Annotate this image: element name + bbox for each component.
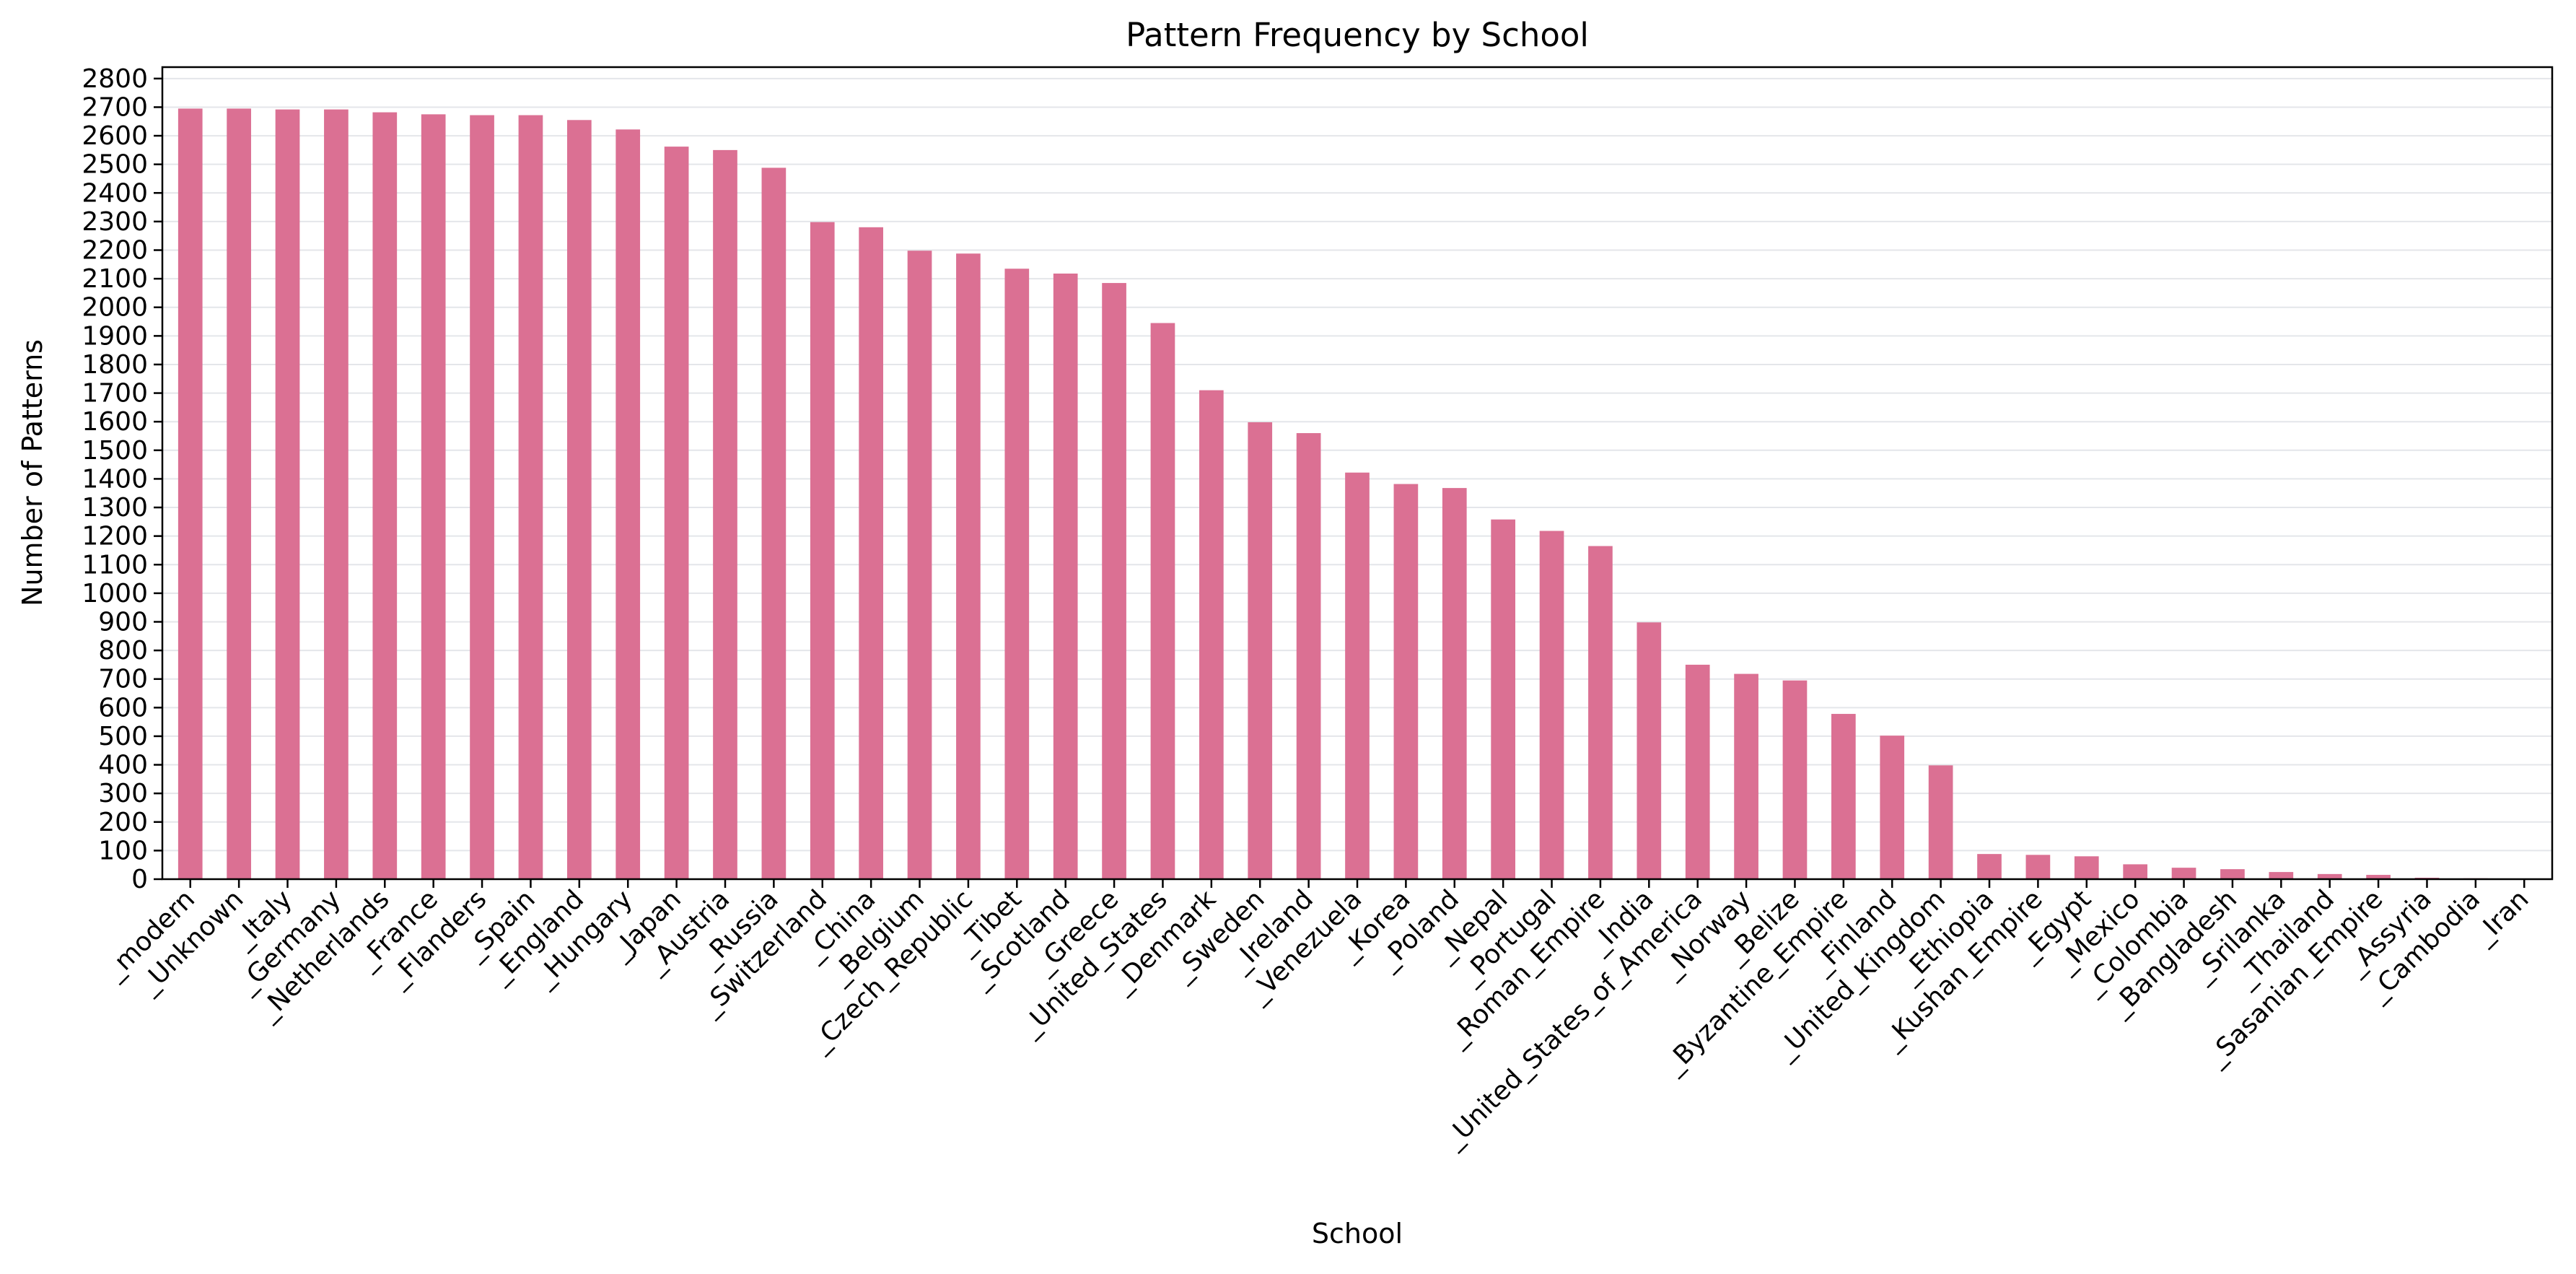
- bar: [1199, 390, 1224, 879]
- bar: [810, 222, 835, 880]
- bar: [615, 129, 641, 880]
- y-tick-label: 1800: [82, 350, 148, 380]
- y-tick-label: 2600: [82, 121, 148, 151]
- bar: [1102, 283, 1126, 880]
- bar: [2366, 875, 2391, 879]
- bar: [372, 112, 398, 880]
- y-tick-label: 1100: [82, 550, 148, 580]
- y-tick-label: 2400: [82, 178, 148, 208]
- bar: [1248, 422, 1273, 879]
- bar: [1685, 664, 1710, 879]
- bar: [1880, 736, 1905, 879]
- y-tick-label: 300: [98, 779, 148, 808]
- y-tick-label: 1900: [82, 321, 148, 351]
- y-tick-label: 2700: [82, 92, 148, 122]
- y-tick-label: 100: [98, 836, 148, 865]
- y-tick-label: 2300: [82, 207, 148, 237]
- chart-title: Pattern Frequency by School: [1126, 16, 1589, 54]
- y-tick-label: 700: [98, 665, 148, 694]
- y-tick-label: 0: [131, 865, 148, 894]
- y-tick-label: 200: [98, 808, 148, 837]
- y-tick-label: 2000: [82, 293, 148, 323]
- bar: [2220, 869, 2245, 879]
- y-tick-label: 1300: [82, 493, 148, 523]
- bar: [2074, 856, 2099, 879]
- bar: [518, 115, 543, 879]
- bar: [713, 149, 737, 879]
- bar: [1539, 531, 1564, 879]
- y-tick-label: 600: [98, 693, 148, 723]
- bar: [470, 115, 494, 879]
- bar: [956, 253, 981, 879]
- bar: [1393, 484, 1419, 879]
- bar: [2317, 873, 2342, 879]
- bar: [1053, 274, 1078, 879]
- bar: [1442, 488, 1467, 879]
- bar: [1734, 673, 1758, 879]
- bar: [664, 147, 689, 880]
- bar: [761, 167, 787, 879]
- bar: [1928, 765, 1953, 879]
- y-tick-label: 2500: [82, 150, 148, 180]
- bar: [2171, 868, 2196, 879]
- bar: [227, 108, 251, 880]
- bar: [566, 120, 592, 879]
- y-tick-label: 2100: [82, 264, 148, 294]
- bar: [421, 114, 446, 879]
- y-tick-label: 400: [98, 751, 148, 780]
- bars: [178, 108, 2537, 880]
- bar: [1588, 546, 1613, 879]
- bar: [859, 227, 883, 879]
- bar: [1345, 472, 1370, 879]
- bar: [1004, 269, 1030, 879]
- bar: [907, 250, 932, 880]
- y-tick-label: 2800: [82, 64, 148, 94]
- y-tick-label: 900: [98, 607, 148, 637]
- y-tick-label: 1600: [82, 407, 148, 437]
- bar: [1637, 622, 1662, 879]
- y-axis-ticks: 0100200300400500600700800900100011001200…: [82, 64, 162, 894]
- y-tick-label: 2200: [82, 236, 148, 266]
- y-tick-label: 1000: [82, 579, 148, 608]
- bar: [2025, 855, 2051, 879]
- bar: [1150, 323, 1175, 879]
- bar: [275, 109, 300, 880]
- bar: [178, 108, 203, 880]
- bar: [1491, 519, 1516, 879]
- y-tick-label: 1400: [82, 464, 148, 494]
- y-tick-label: 500: [98, 722, 148, 751]
- bar: [1977, 854, 2002, 879]
- y-tick-label: 800: [98, 636, 148, 666]
- y-tick-label: 1700: [82, 379, 148, 409]
- bar: [2123, 864, 2148, 879]
- x-axis-title: School: [1312, 1218, 1403, 1249]
- bar: [1782, 680, 1808, 879]
- y-tick-label: 1500: [82, 436, 148, 466]
- y-tick-label: 1200: [82, 522, 148, 551]
- bar: [324, 109, 349, 880]
- bar: [1296, 433, 1321, 879]
- bar: [2269, 872, 2294, 879]
- y-axis-title: Number of Patterns: [17, 339, 48, 606]
- bar: [1831, 714, 1856, 879]
